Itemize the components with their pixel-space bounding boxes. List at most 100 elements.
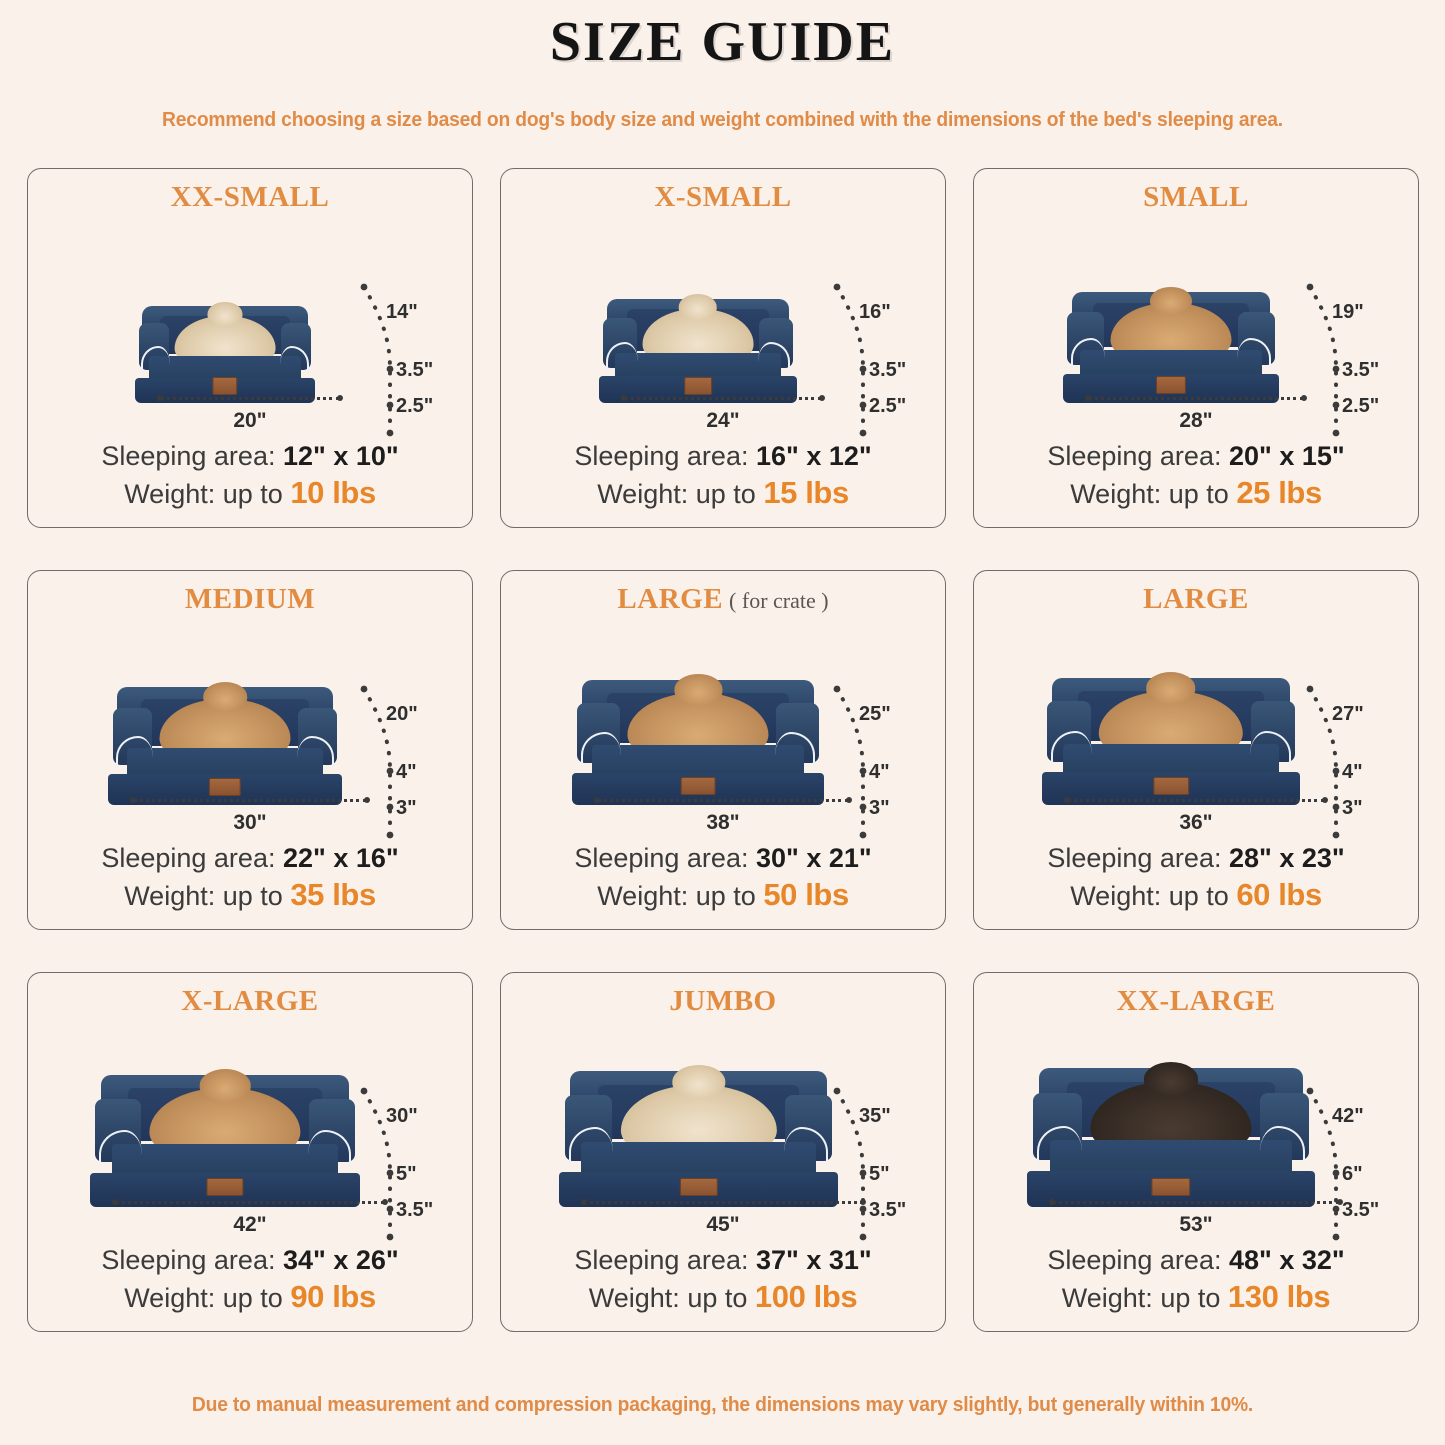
bed-base-height-label: 3"	[869, 797, 890, 819]
dog-bed-image	[1063, 286, 1279, 403]
height-dimension-callout: 25" 4" 3"	[823, 675, 935, 855]
card-title: X-SMALL	[501, 181, 945, 214]
sleeping-area-label: Sleeping area:	[101, 842, 276, 873]
bed-left-piping	[1037, 1125, 1083, 1164]
bed-right-piping	[308, 1129, 351, 1167]
size-card[interactable]: XX-LARGE 42" 6" 3.5" 53" Sleeping area: 48" x…	[973, 972, 1419, 1332]
weight-label: Weight:	[588, 1283, 680, 1314]
sleeping-area-label: Sleeping area:	[1047, 440, 1222, 471]
sleeping-area-value: 20" x 15"	[1228, 440, 1345, 471]
dog-bed-image	[1027, 1061, 1315, 1207]
weight-value: 25 lbs	[1236, 475, 1322, 511]
bed-left-piping	[580, 731, 621, 767]
brand-leather-tag-icon	[1151, 1177, 1191, 1196]
card-title: LARGE	[974, 583, 1418, 616]
pet-head	[1143, 1061, 1199, 1096]
weight-qualifier: up to	[1160, 1283, 1221, 1314]
bed-width-label: 42"	[233, 1213, 267, 1236]
dog-bed-image	[1042, 672, 1300, 805]
size-card[interactable]: X-LARGE 30" 5" 3.5" 42" Sleeping area: 34" x …	[27, 972, 473, 1332]
size-card[interactable]: LARGE 27" 4" 3" 36" Sleeping area: 28" x 23" W…	[973, 570, 1419, 930]
sleeping-area-line: Sleeping area: 48" x 32"	[974, 1243, 1418, 1278]
sleeping-area-label: Sleeping area:	[101, 1244, 276, 1275]
weight-value: 100 lbs	[754, 1279, 858, 1315]
bed-total-height-label: 14"	[386, 301, 418, 323]
brand-leather-tag-icon	[684, 376, 712, 395]
weight-label: Weight:	[124, 479, 216, 510]
bed-base-height-label: 3"	[1342, 797, 1363, 819]
bed-cushion	[592, 745, 804, 778]
width-dimension-line	[112, 1199, 388, 1214]
bed-width-label: 24"	[706, 409, 740, 432]
sleeping-area-line: Sleeping area: 30" x 21"	[501, 841, 945, 876]
bed-base-height-label: 2.5"	[869, 395, 907, 417]
card-title-size: XX-LARGE	[1116, 985, 1276, 1017]
dog-bed-image	[108, 681, 342, 805]
card-title-note: ( for crate )	[729, 588, 829, 613]
sleeping-area-line: Sleeping area: 16" x 12"	[501, 439, 945, 474]
bed-total-height-label: 16"	[859, 301, 891, 323]
weight-value: 35 lbs	[290, 877, 376, 913]
size-card[interactable]: JUMBO 35" 5" 3.5" 45" Sleeping area: 37" x 31…	[500, 972, 946, 1332]
bed-total-height-label: 27"	[1332, 703, 1364, 725]
weight-qualifier: up to	[222, 1283, 283, 1314]
pet-head	[1150, 286, 1192, 315]
bed-cushion-height-label: 5"	[869, 1163, 890, 1185]
card-title-size: LARGE	[617, 583, 724, 615]
sleeping-area-value: 48" x 32"	[1228, 1244, 1345, 1275]
weight-line: Weight: up to 100 lbs	[501, 1277, 945, 1317]
card-title: MEDIUM	[28, 583, 472, 616]
sleeping-area-value: 30" x 21"	[755, 842, 872, 873]
card-title-size: X-LARGE	[181, 985, 319, 1017]
size-card[interactable]: MEDIUM 20" 4" 3" 30" Sleeping area: 22" x 16"…	[27, 570, 473, 930]
size-card[interactable]: X-SMALL 16" 3.5" 2.5" 24" Sleeping area: 16" …	[500, 168, 946, 528]
weight-line: Weight: up to 15 lbs	[501, 473, 945, 513]
bed-right-piping	[296, 735, 334, 769]
sleeping-area-value: 28" x 23"	[1228, 842, 1345, 873]
page-subtitle: Recommend choosing a size based on dog's…	[162, 108, 1283, 131]
bed-left-piping	[1051, 730, 1092, 766]
weight-line: Weight: up to 10 lbs	[28, 473, 472, 513]
brand-leather-tag-icon	[1153, 776, 1189, 795]
height-dimension-callout: 19" 3.5" 2.5"	[1296, 273, 1408, 453]
pet-head	[1146, 672, 1196, 704]
bed-width-label: 53"	[1179, 1213, 1213, 1236]
bed-cushion	[111, 1143, 339, 1178]
card-title: LARGE( for crate )	[501, 583, 945, 616]
measurement-disclaimer: Due to manual measurement and compressio…	[191, 1393, 1254, 1416]
size-card[interactable]: SMALL 19" 3.5" 2.5" 28" Sleeping area: 20" x …	[973, 168, 1419, 528]
weight-value: 130 lbs	[1227, 1279, 1331, 1315]
weight-value: 90 lbs	[290, 1279, 376, 1315]
width-dimension-callout: 42"	[28, 1199, 472, 1237]
card-specs: Sleeping area: 37" x 31" Weight: up to 10…	[501, 1243, 945, 1317]
width-dimension-line	[594, 797, 852, 812]
bed-right-piping	[775, 731, 816, 767]
bed-base-height-label: 2.5"	[1342, 395, 1380, 417]
width-dimension-callout: 38"	[501, 797, 945, 835]
weight-label: Weight:	[124, 881, 216, 912]
card-title-size: SMALL	[1143, 181, 1249, 213]
weight-line: Weight: up to 50 lbs	[501, 875, 945, 915]
size-card[interactable]: XX-SMALL 14" 3.5" 2.5" 20" Sleeping area: 12"…	[27, 168, 473, 528]
bed-cushion-height-label: 4"	[396, 761, 417, 783]
dog-bed-image	[90, 1069, 360, 1207]
pet-head	[199, 1069, 251, 1102]
bed-width-label: 30"	[233, 811, 267, 834]
weight-qualifier: up to	[1168, 479, 1229, 510]
size-card[interactable]: LARGE( for crate ) 25" 4" 3" 38" Sleeping are…	[500, 570, 946, 930]
bed-illustration: 20" 4" 3" 30"	[28, 619, 472, 839]
bed-illustration: 42" 6" 3.5" 53"	[974, 1021, 1418, 1241]
width-dimension-callout: 24"	[501, 395, 945, 433]
card-title: XX-SMALL	[28, 181, 472, 214]
sleeping-area-label: Sleeping area:	[101, 440, 276, 471]
card-title-size: JUMBO	[669, 985, 777, 1017]
weight-line: Weight: up to 35 lbs	[28, 875, 472, 915]
pet-head	[671, 1064, 726, 1099]
bed-illustration: 16" 3.5" 2.5" 24"	[501, 217, 945, 437]
width-dimension-line	[1064, 797, 1328, 812]
bed-illustration: 14" 3.5" 2.5" 20"	[28, 217, 472, 437]
bed-left-piping	[568, 1127, 613, 1165]
width-dimension-line	[1085, 395, 1307, 410]
bed-cushion-height-label: 5"	[396, 1163, 417, 1185]
